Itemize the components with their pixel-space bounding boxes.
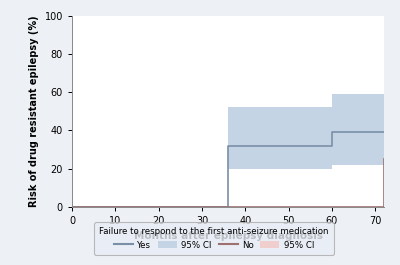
X-axis label: Months after epilepsy diagnosis: Months after epilepsy diagnosis (134, 231, 322, 241)
Legend: Yes, 95% CI, No, 95% CI: Yes, 95% CI, No, 95% CI (94, 222, 334, 255)
Y-axis label: Risk of drug resistant epilepsy (%): Risk of drug resistant epilepsy (%) (29, 15, 39, 207)
